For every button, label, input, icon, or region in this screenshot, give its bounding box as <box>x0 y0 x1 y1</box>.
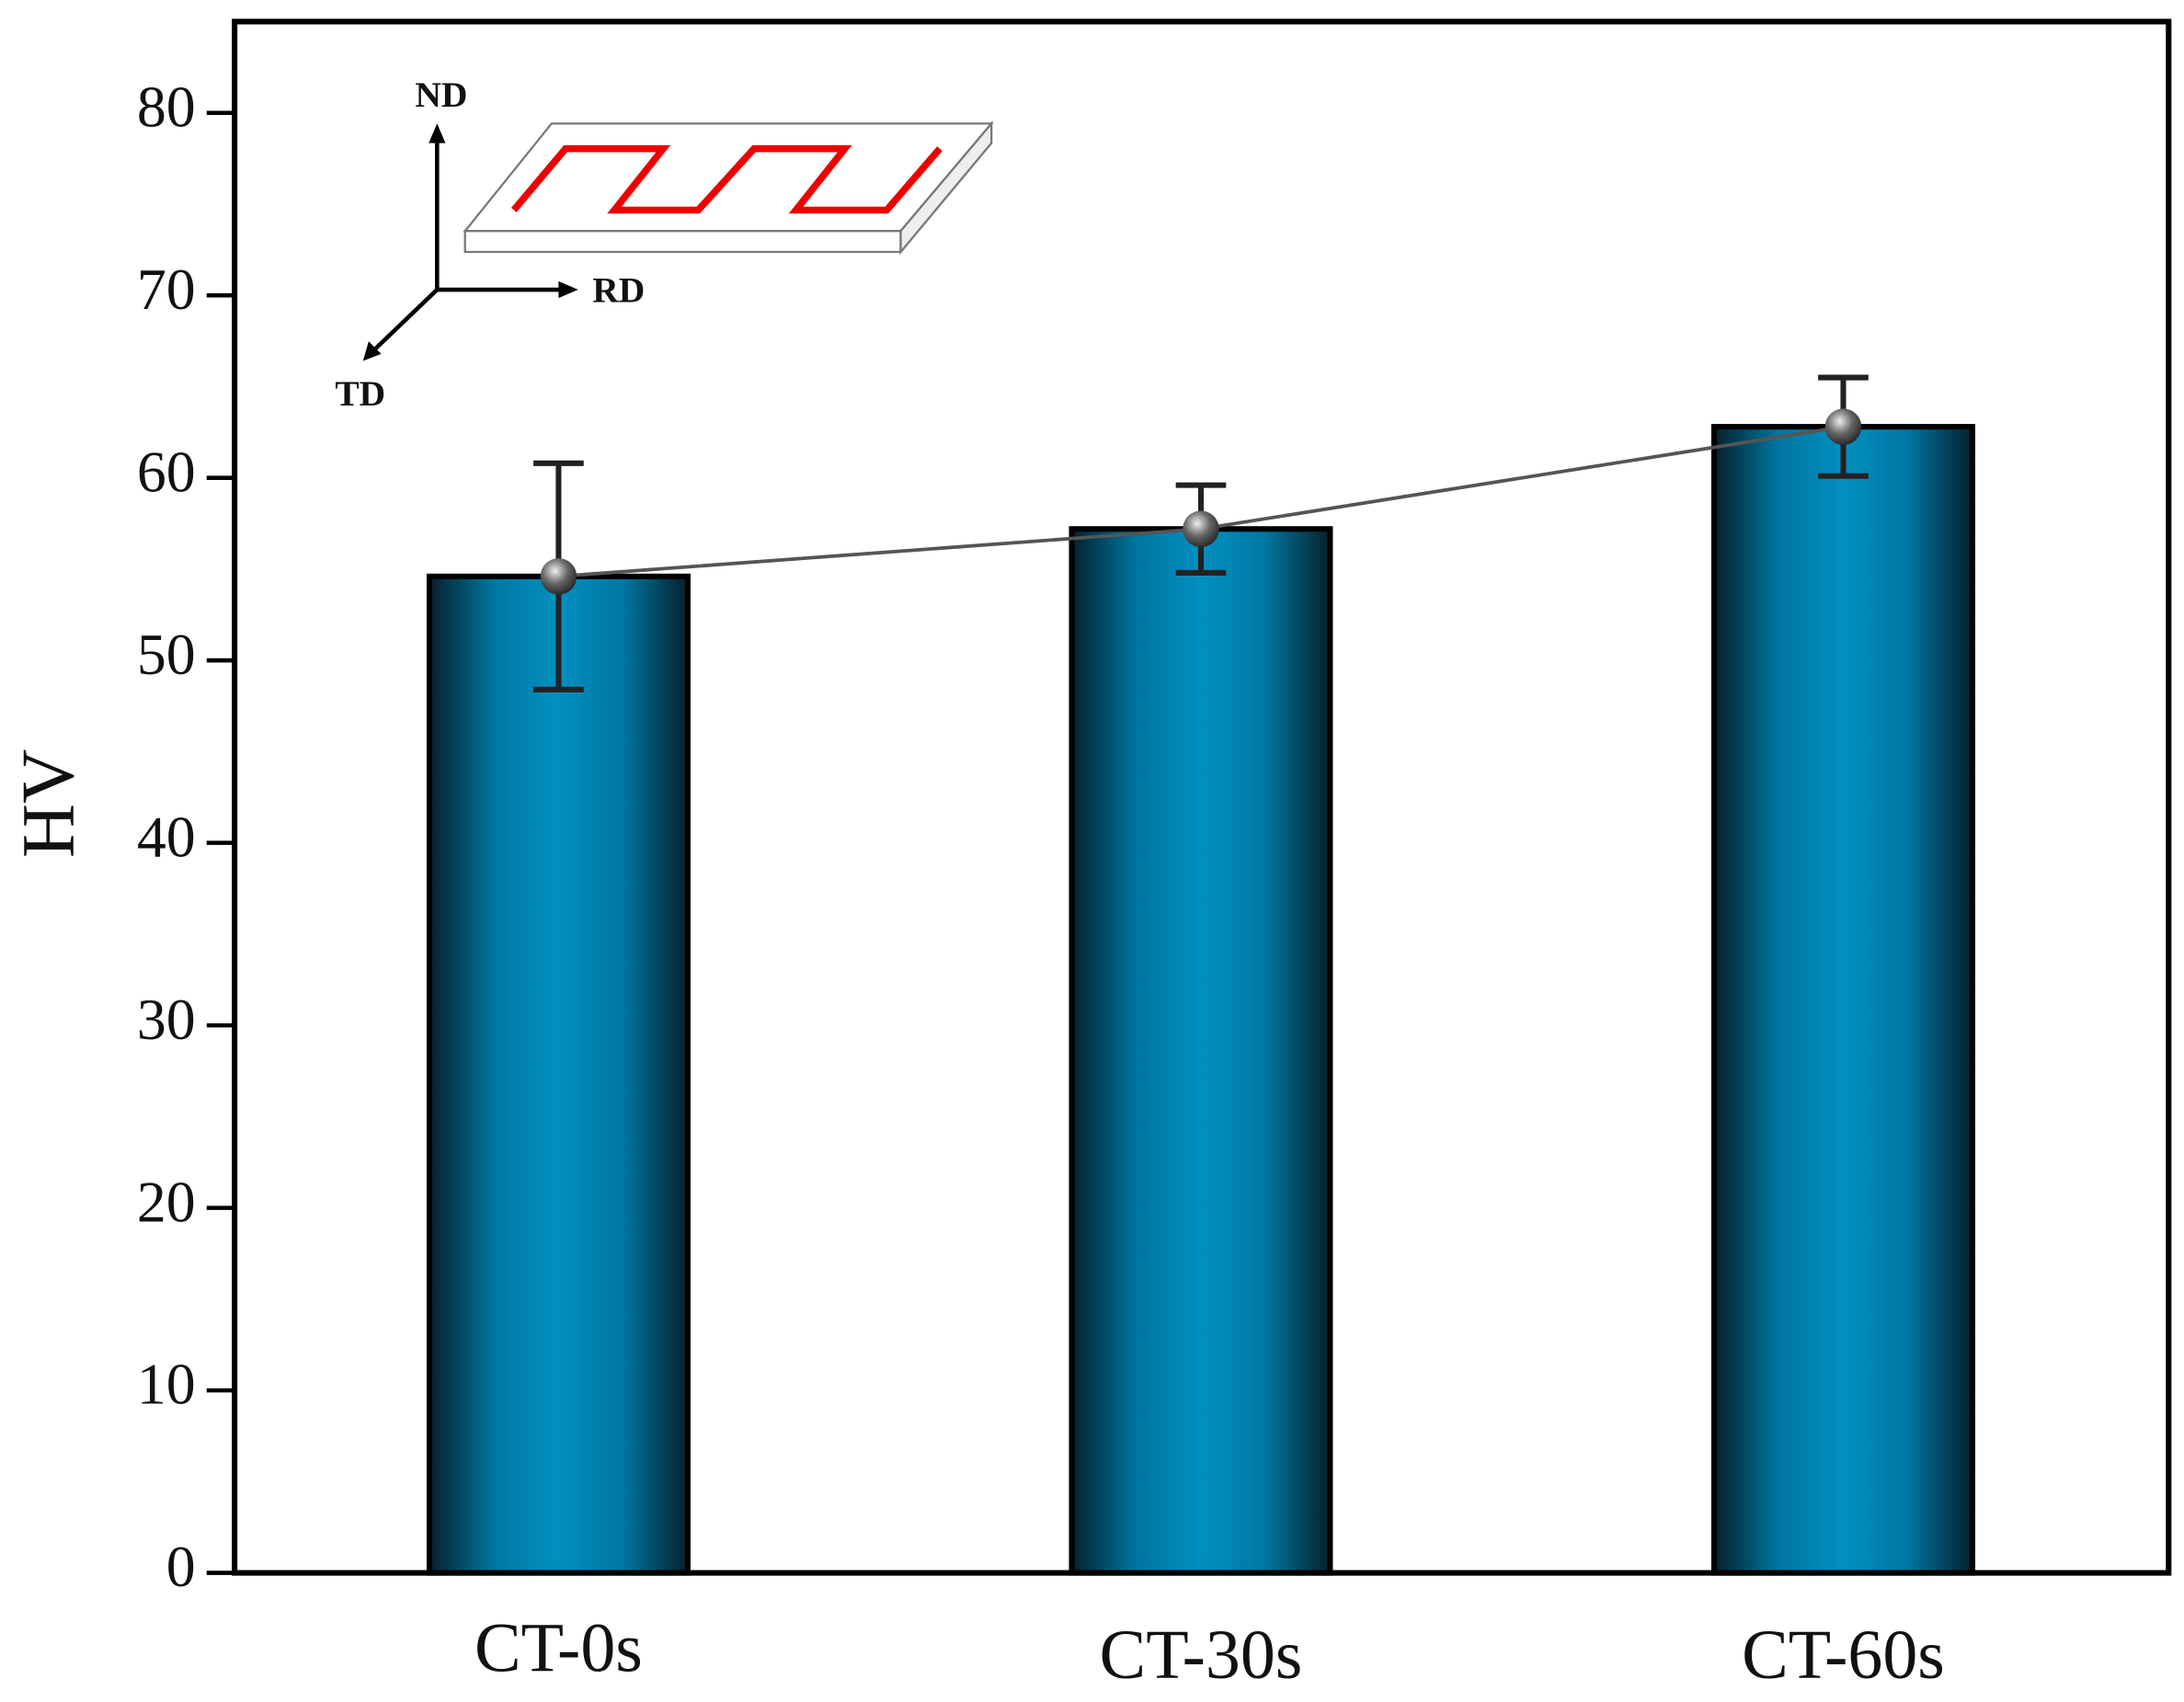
annotation: RD <box>592 270 645 311</box>
bar <box>1069 526 1333 1576</box>
y-tick-label: 20 <box>137 1169 196 1234</box>
y-axis-label: HV <box>6 749 90 858</box>
y-tick-label: 70 <box>137 257 196 322</box>
annotation: ND <box>415 74 467 115</box>
point <box>1824 408 1862 445</box>
y-tick-label: 50 <box>137 622 196 687</box>
bar <box>1710 424 1975 1576</box>
point <box>1183 510 1219 548</box>
y-tick-label: 30 <box>137 987 196 1052</box>
bar <box>426 573 691 1576</box>
plot-frame <box>232 18 2172 1576</box>
inset: ND RD TD <box>335 74 994 414</box>
annotation: TD <box>335 373 385 414</box>
x-tick-label: CT-60s <box>1742 1616 1945 1694</box>
point <box>540 558 577 595</box>
x-tick-label: CT-0s <box>475 1610 643 1687</box>
y-tick-label: 40 <box>137 804 196 869</box>
y-tick-label: 60 <box>137 439 196 504</box>
y-tick-label: 0 <box>166 1534 196 1599</box>
y-tick-label: 80 <box>137 74 196 139</box>
x-tick-label: CT-30s <box>1100 1616 1303 1694</box>
y-tick-label: 10 <box>137 1352 196 1417</box>
